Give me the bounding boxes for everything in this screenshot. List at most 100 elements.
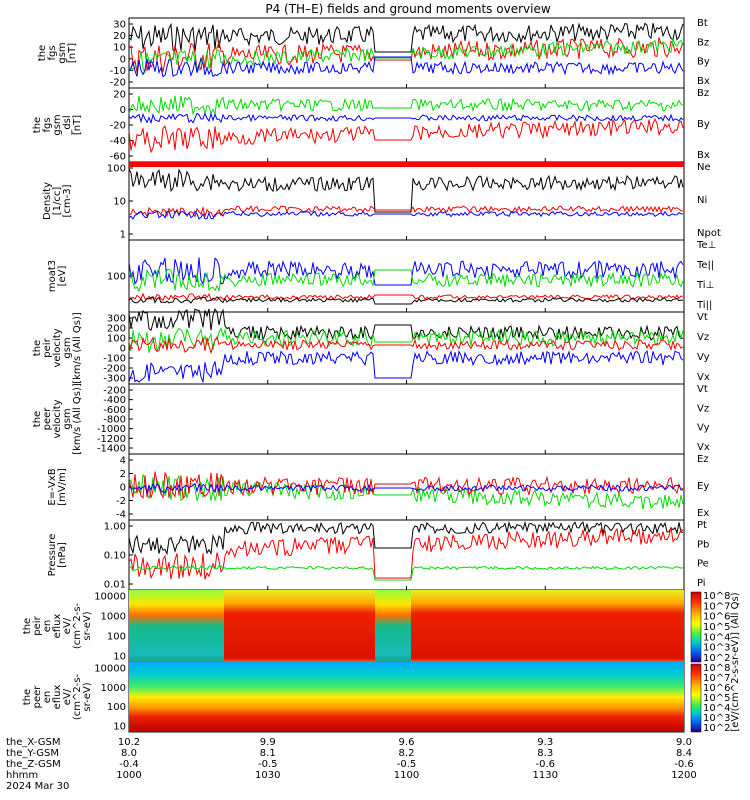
y-tick-label: -20 — [110, 121, 126, 132]
y-tick-label: -1400 — [97, 444, 126, 455]
colorbar-tick-label: 10^2 — [703, 723, 730, 734]
series-line — [128, 268, 684, 293]
series-line — [128, 37, 684, 73]
legend-entry: Ne — [697, 162, 711, 173]
y-axis-label: eflux — [52, 614, 63, 639]
y-axis-label: (cm^2-s- — [72, 673, 83, 720]
colorbar-tick-label: 10^8 — [703, 591, 730, 602]
figure-title: P4 (TH–E) fields and ground moments over… — [265, 2, 550, 16]
legend-entry: Ni — [697, 195, 707, 206]
colorbar-tick-label: 10^5 — [703, 693, 730, 704]
y-axis-label: [nT] — [72, 115, 83, 135]
y-tick-label: 0 — [120, 344, 126, 355]
flag-bar — [129, 162, 684, 167]
x-axis-value: 1100 — [394, 770, 419, 781]
legend-entry: Vz — [697, 403, 709, 414]
x-axis-value: 8.0 — [121, 748, 137, 759]
y-axis-label: the — [22, 618, 33, 634]
y-axis-label: eV/ — [62, 617, 73, 634]
y-tick-label: 2 — [120, 469, 126, 480]
x-axis-row-label: the_Z-GSM — [6, 759, 61, 770]
y-axis-label: (cm^2-s- — [72, 602, 83, 649]
colorbar-tick-label: 10^4 — [703, 632, 730, 643]
y-tick-label: -100 — [103, 354, 126, 365]
x-axis-value: 9.0 — [676, 737, 692, 748]
y-tick-label: -40 — [110, 136, 126, 147]
x-axis-value: -0.5 — [258, 759, 278, 770]
y-tick-label: 20 — [113, 31, 126, 42]
x-axis: the_X-GSM 10.2 9.9 9.6 9.3 9.0 the_Y-GSM 8.0 8.1… — [6, 737, 697, 792]
y-axis-label: fgs — [42, 117, 53, 132]
colorbar-tick-label: 10^7 — [703, 673, 730, 684]
y-tick-label: 0 — [120, 105, 126, 116]
series-line — [128, 56, 684, 78]
y-tick-label: 10000 — [94, 664, 126, 675]
y-axis-label: sr-eV) — [82, 682, 93, 711]
y-tick-label: -2 — [116, 496, 126, 507]
y-axis-label: the — [37, 45, 48, 61]
legend-entry: Pe — [697, 559, 709, 570]
panel-frame — [128, 383, 685, 455]
x-axis-value: 10.2 — [118, 737, 140, 748]
y-tick-label: 4 — [120, 456, 126, 467]
series-line — [128, 473, 684, 510]
x-axis-value: 1030 — [255, 770, 280, 781]
y-axis-label: peer — [32, 685, 43, 709]
y-axis-label: en — [42, 620, 53, 633]
y-tick-label: 300 — [107, 314, 126, 325]
series-line — [128, 526, 684, 580]
series-line — [128, 210, 683, 220]
x-axis-value: 8.1 — [260, 748, 276, 759]
y-tick-label: -20 — [110, 78, 126, 89]
colorbar-label: [eV/(cm^2-s-sr-eV)] (All Qs) — [730, 592, 741, 731]
x-axis-row-label: hhmm — [6, 770, 38, 781]
series-line — [128, 22, 684, 53]
y-tick-label: 1.00 — [104, 522, 126, 533]
y-axis-label: E=-VxB — [47, 468, 58, 505]
series-line — [128, 95, 684, 117]
y-tick-label: -200 — [103, 364, 126, 375]
x-axis-row-label: 2024 Mar 30 — [6, 781, 69, 792]
colorbar-ticks: 10^810^710^610^510^410^310^210^810^710^6… — [703, 591, 730, 734]
colorbar-tick-label: 10^6 — [703, 612, 730, 623]
y-tick-label: 0.10 — [104, 551, 126, 562]
legend-entry: By — [697, 57, 710, 68]
colorbar-tick-label: 10^5 — [703, 622, 730, 633]
y-tick-label: -600 — [103, 405, 126, 416]
legend-entry: Bz — [697, 37, 709, 48]
x-axis-value: 9.9 — [260, 737, 276, 748]
colorbar-tick-label: 10^6 — [703, 683, 730, 694]
y-tick-label: -60 — [110, 152, 126, 163]
series-line — [128, 296, 684, 305]
series-line — [128, 292, 684, 301]
y-tick-label: 1000 — [101, 612, 126, 623]
y-axis-label: velocity — [52, 399, 63, 438]
y-tick-label: -1000 — [97, 424, 126, 435]
y-axis-label: Density — [42, 182, 53, 220]
x-axis-value: 1200 — [671, 770, 696, 781]
series-line — [128, 520, 684, 556]
x-axis-value: -0.5 — [397, 759, 417, 770]
legend-entry: Vx — [697, 372, 710, 383]
y-axis-label: [km/s (All Qs)] — [72, 383, 83, 455]
legend-entry: Ti⊥ — [696, 280, 714, 291]
series-line — [128, 117, 684, 154]
y-tick-label: 100 — [107, 334, 126, 345]
y-axis-label: moat3 — [47, 260, 58, 292]
series-line — [128, 38, 684, 75]
y-tick-label: -10 — [110, 66, 126, 77]
y-axis-label: en — [42, 691, 53, 704]
legend-entry: By — [697, 119, 710, 130]
y-axis-label: gsm — [57, 42, 68, 63]
y-tick-label: -4 — [116, 510, 126, 521]
legend-entry: Te⊥ — [696, 240, 716, 251]
colorbar-tick-label: 10^4 — [703, 703, 730, 714]
legend-entry: Vy — [697, 423, 710, 434]
legend-entry: Npot — [697, 228, 721, 239]
panel-frame — [128, 161, 685, 241]
legend-entry: Bt — [697, 18, 708, 29]
legend-entry: Vt — [697, 384, 708, 395]
legend-entry: Bz — [697, 88, 709, 99]
y-tick-label: 0 — [120, 483, 126, 494]
y-axis-label: [1/cc] — [52, 187, 63, 216]
